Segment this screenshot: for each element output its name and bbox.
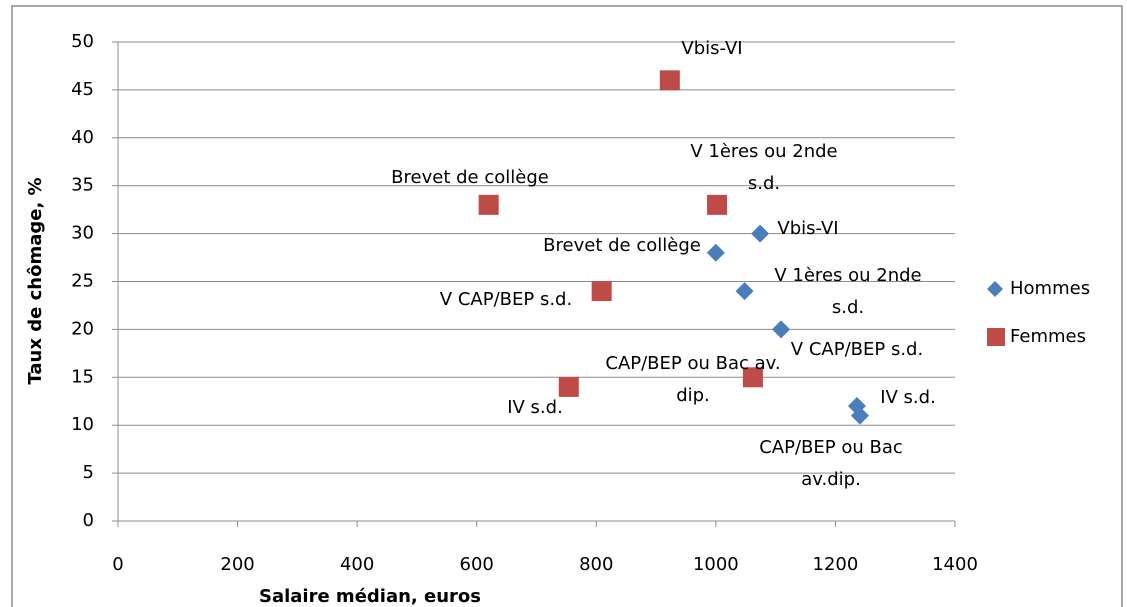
point-label: CAP/BEP ou Bac av. dip. — [605, 353, 781, 406]
point-label: Brevet de collège — [391, 167, 549, 188]
chart-border — [11, 5, 1123, 607]
x-axis-title: Salaire médian, euros — [259, 586, 481, 607]
x-tick-label: 400 — [340, 554, 374, 575]
y-axis-title: Taux de chômage, % — [25, 177, 46, 384]
point-label: Vbis-VI — [777, 218, 839, 239]
legend-label: Femmes — [1010, 326, 1086, 347]
point-label: CAP/BEP ou Bac av.dip. — [759, 437, 903, 490]
point — [772, 320, 791, 339]
y-tick-label: 50 — [71, 31, 94, 52]
legend-marker — [987, 328, 1005, 346]
point — [751, 224, 770, 243]
x-tick-label: 0 — [112, 554, 123, 575]
point — [659, 70, 680, 91]
y-tick-label: 40 — [71, 127, 94, 148]
x-tick-label: 800 — [579, 554, 613, 575]
point — [478, 194, 499, 215]
x-tick-label: 1200 — [813, 554, 859, 575]
point — [850, 406, 869, 425]
y-tick-label: 0 — [83, 510, 94, 531]
point-label: V CAP/BEP s.d. — [439, 289, 573, 310]
point — [707, 194, 728, 215]
point-label: V CAP/BEP s.d. — [790, 339, 924, 360]
point — [591, 281, 612, 302]
y-tick-label: 30 — [71, 223, 94, 244]
y-tick-label: 45 — [71, 79, 94, 100]
point-label: V 1ères ou 2nde s.d. — [774, 265, 922, 318]
point-label: Brevet de collège — [543, 235, 701, 256]
y-tick-label: 20 — [71, 318, 94, 339]
point — [706, 243, 725, 262]
x-tick-label: 1000 — [693, 554, 739, 575]
y-tick-label: 35 — [71, 175, 94, 196]
x-tick-label: 1400 — [932, 554, 978, 575]
y-tick-label: 10 — [71, 414, 94, 435]
x-tick-label: 200 — [220, 554, 254, 575]
point — [742, 367, 763, 388]
y-tick-label: 5 — [83, 462, 94, 483]
point-label: Vbis-VI — [681, 38, 743, 59]
y-tick-label: 25 — [71, 271, 94, 292]
legend-marker — [987, 281, 1003, 297]
point-label: V 1ères ou 2nde s.d. — [690, 141, 838, 194]
point-label: IV s.d. — [507, 397, 563, 418]
legend-label: Hommes — [1010, 278, 1090, 299]
x-tick-label: 600 — [460, 554, 494, 575]
point — [735, 282, 754, 301]
y-tick-label: 15 — [71, 366, 94, 387]
point — [558, 376, 579, 397]
point-label: IV s.d. — [880, 387, 936, 408]
